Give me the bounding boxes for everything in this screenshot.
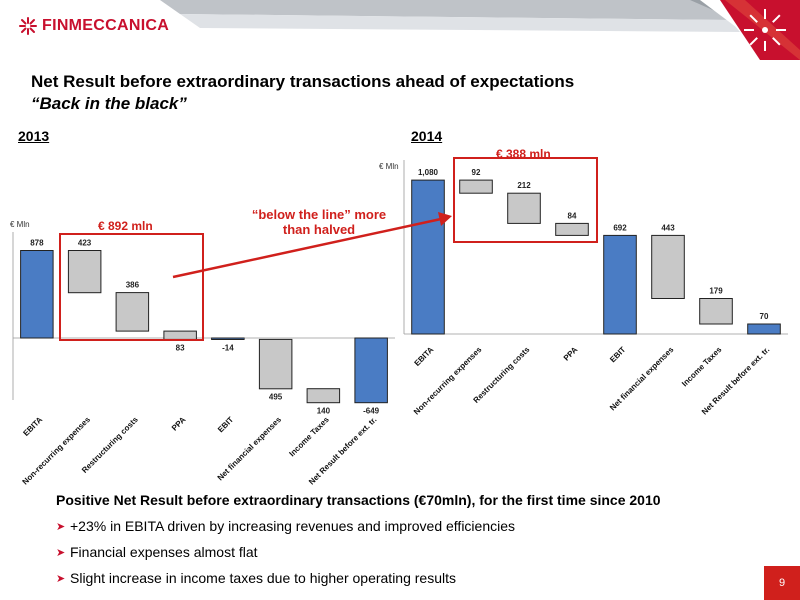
data-label: 495 <box>269 393 283 402</box>
bar <box>411 179 445 335</box>
data-label: 140 <box>317 407 331 416</box>
page-title: Net Result before extraordinary transact… <box>31 72 575 91</box>
bar <box>699 298 733 325</box>
bullet-item: ➤ Slight increase in income taxes due to … <box>56 570 456 586</box>
bar <box>258 338 293 390</box>
bar <box>651 234 685 299</box>
bullet-arrow-icon: ➤ <box>56 520 66 533</box>
bullet-text: +23% in EBITA driven by increasing reven… <box>70 518 516 534</box>
page-number: 9 <box>764 566 800 600</box>
bar <box>747 323 781 335</box>
bar <box>211 337 245 340</box>
bar <box>115 292 150 332</box>
bar <box>555 222 589 236</box>
data-label: 70 <box>760 312 769 321</box>
data-label: 878 <box>30 239 44 248</box>
chart-2013-unit: € Mln <box>10 220 30 229</box>
section-title: Positive Net Result before extraordinary… <box>56 492 661 508</box>
logo-star-icon <box>19 17 37 35</box>
callout-box-2013 <box>59 233 204 341</box>
below-the-line-annotation: “below the line” more than halved <box>251 207 387 237</box>
page-subtitle: “Back in the black” <box>31 94 187 113</box>
bar <box>20 250 54 339</box>
chart-2014-unit: € Mln <box>379 162 399 171</box>
data-label: 92 <box>472 168 481 177</box>
comparison-arrow-head <box>438 212 452 226</box>
bar <box>354 337 388 404</box>
bullet-item: ➤ Financial expenses almost flat <box>56 544 258 560</box>
data-label: 179 <box>709 287 723 296</box>
bullet-text: Financial expenses almost flat <box>70 544 258 560</box>
data-label: 386 <box>126 281 140 290</box>
data-label: 443 <box>661 223 675 232</box>
data-label: -649 <box>363 407 380 416</box>
bar <box>459 179 493 194</box>
data-label: 692 <box>613 223 627 232</box>
chart-2013-title: 2013 <box>18 128 50 144</box>
bar <box>603 234 637 335</box>
data-label: 1,080 <box>418 168 439 177</box>
chart-2014-title: 2014 <box>411 128 443 144</box>
bullet-text: Slight increase in income taxes due to h… <box>70 570 456 586</box>
company-logo: FINMECCANICA <box>18 16 169 36</box>
bar <box>306 388 341 404</box>
data-label: 84 <box>568 211 577 220</box>
data-label: 83 <box>176 343 185 352</box>
header-logo-star-icon <box>744 9 786 51</box>
bullet-arrow-icon: ➤ <box>56 546 66 559</box>
callout-box-2014 <box>453 157 598 243</box>
bullet-item: ➤ +23% in EBITA driven by increasing reve… <box>56 518 515 534</box>
data-label: -14 <box>222 343 234 352</box>
bar <box>67 250 102 294</box>
data-label: 212 <box>517 181 531 190</box>
comparison-arrow <box>172 217 442 279</box>
logo-text: FINMECCANICA <box>42 17 170 34</box>
bar <box>507 192 541 224</box>
bullet-arrow-icon: ➤ <box>56 572 66 585</box>
callout-label-2013: € 892 mln <box>98 219 153 233</box>
callout-label-2014: € 388 mln <box>496 147 551 161</box>
data-label: 423 <box>78 239 92 248</box>
